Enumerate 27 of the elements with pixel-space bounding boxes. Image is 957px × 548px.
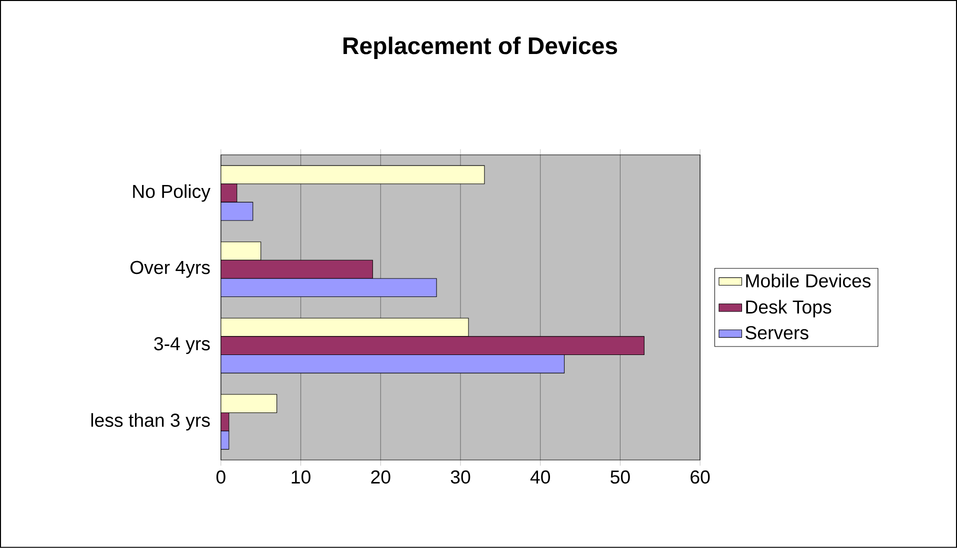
bar	[220, 430, 230, 450]
y-tick-label: less than 3 yrs	[91, 413, 210, 431]
bar	[220, 260, 373, 279]
legend-label: Desk Tops	[746, 300, 832, 318]
y-tick-label: 3-4 yrs	[154, 337, 210, 354]
bar	[220, 278, 437, 298]
bar	[220, 242, 262, 260]
y-tick-label: No Policy	[133, 184, 210, 202]
y-tick-label: Over 4yrs	[130, 260, 210, 278]
legend-label: Servers	[746, 326, 808, 340]
legend-label: Mobile Devices	[746, 274, 871, 288]
x-tick-label: 50	[610, 470, 630, 484]
bar	[220, 318, 469, 337]
x-tick-label: 10	[292, 470, 310, 484]
x-tick-label: 0	[216, 470, 226, 484]
bar	[220, 184, 238, 203]
chart-title: Replacement of Devices	[344, 36, 618, 60]
bar	[220, 165, 485, 184]
x-tick-label: 30	[450, 470, 470, 484]
bar	[220, 394, 278, 414]
x-tick-label: 60	[690, 470, 710, 484]
bar	[220, 202, 254, 221]
bar	[220, 336, 644, 356]
x-tick-label: 40	[530, 470, 550, 484]
bar	[220, 412, 230, 432]
bar	[220, 354, 565, 374]
x-tick-label: 20	[371, 470, 390, 484]
